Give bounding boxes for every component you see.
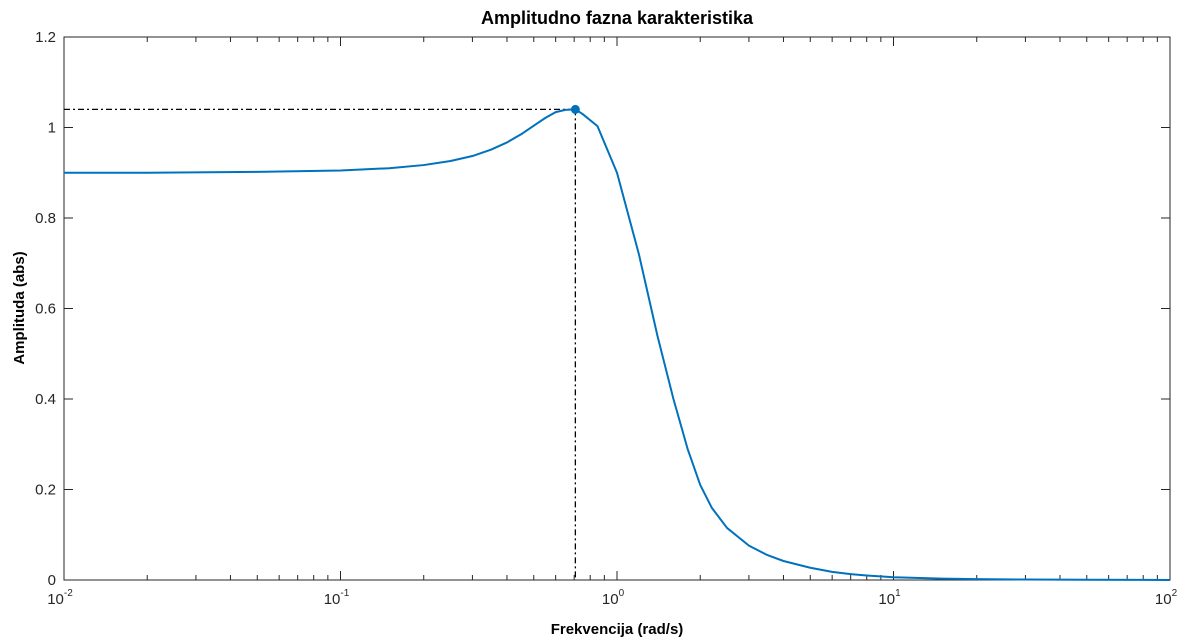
- x-tick-base: 10: [324, 591, 341, 608]
- peak-point: [570, 104, 580, 114]
- series-line: [64, 108, 1171, 581]
- y-axis-label: Amplituda (abs): [11, 251, 28, 364]
- y-tick-label: 1: [48, 120, 56, 137]
- x-tick-exponent: 0: [619, 588, 625, 599]
- x-tick-base: 10: [878, 591, 895, 608]
- x-tick-label: 10-2: [47, 588, 73, 608]
- x-tick-label: 10-1: [324, 588, 350, 608]
- y-tick-label: 0.8: [35, 210, 56, 227]
- x-tick-exponent: -2: [64, 588, 73, 599]
- x-tick-exponent: -1: [340, 588, 349, 599]
- x-tick-base: 10: [47, 591, 64, 608]
- x-axis-label: Frekvencija (rad/s): [551, 621, 684, 638]
- x-tick-base: 10: [602, 591, 619, 608]
- plot-area: 00.20.40.60.811.210-2 10-1 100 101 102: [35, 29, 1177, 608]
- x-tick-exponent: 1: [895, 588, 901, 599]
- y-tick-label: 0.2: [35, 482, 56, 499]
- x-tick-label: 101: [878, 588, 901, 608]
- x-tick-base: 10: [1155, 591, 1172, 608]
- axes-box: [63, 36, 1171, 581]
- y-tick-label: 0.6: [35, 301, 56, 318]
- x-tick-label: 100: [602, 588, 625, 608]
- x-tick-exponent: 2: [1172, 588, 1178, 599]
- y-tick-label: 1.2: [35, 29, 56, 46]
- y-tick-label: 0.4: [35, 391, 56, 408]
- chart-title: Amplitudno fazna karakteristika: [481, 8, 754, 28]
- y-tick-label: 0: [48, 572, 56, 589]
- x-tick-label: 102: [1155, 588, 1178, 608]
